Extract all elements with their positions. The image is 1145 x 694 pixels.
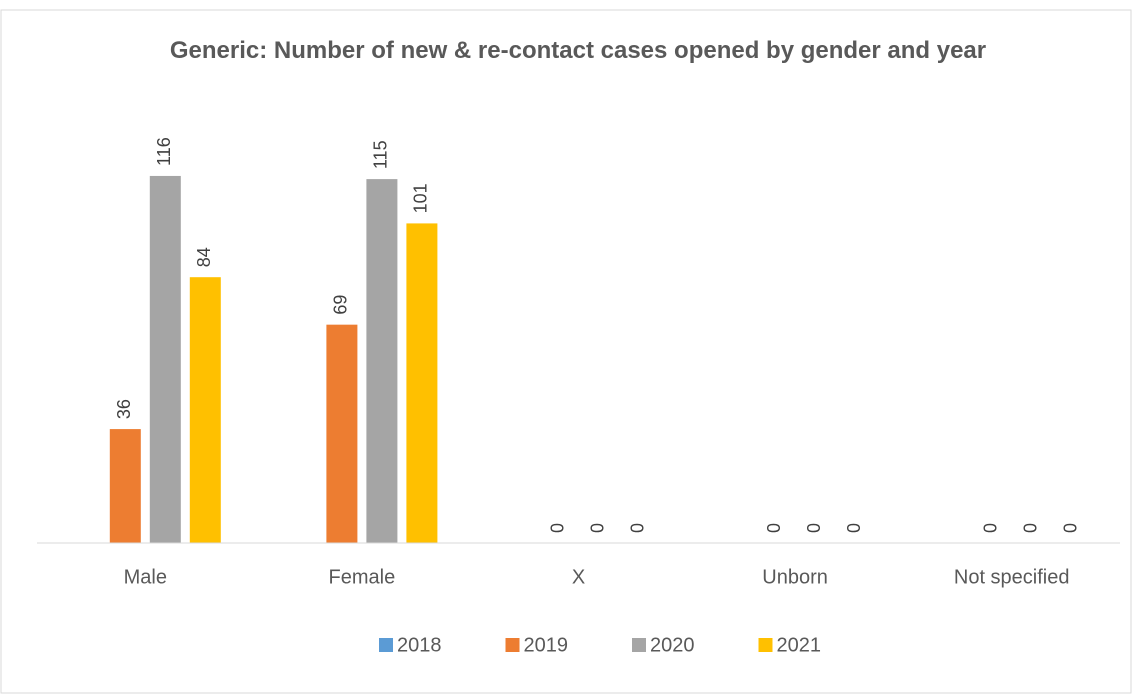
data-label: 0 (1020, 523, 1040, 533)
legend-swatch (632, 638, 646, 652)
x-tick-label: X (572, 566, 585, 588)
x-tick-label: Unborn (762, 566, 828, 588)
data-label: 116 (154, 137, 174, 166)
data-label: 0 (1060, 523, 1080, 533)
legend-label: 2018 (397, 634, 442, 656)
legend-label: 2020 (650, 634, 695, 656)
data-label: 101 (411, 183, 431, 213)
data-label: 36 (114, 399, 134, 419)
data-label: 115 (371, 140, 391, 169)
x-tick-label: Female (329, 566, 396, 588)
data-label: 0 (547, 523, 567, 533)
bar (406, 223, 438, 543)
bar (326, 324, 358, 543)
legend-label: 2019 (524, 634, 569, 656)
chart-title: Generic: Number of new & re-contact case… (169, 37, 987, 64)
data-label: 0 (980, 523, 1000, 533)
legend-swatch (758, 638, 773, 652)
data-label: 84 (194, 247, 214, 267)
data-label: 0 (587, 523, 607, 533)
legend-swatch (505, 638, 520, 652)
x-tick-label: Male (124, 566, 167, 588)
legend-swatch (379, 638, 393, 652)
data-label: 69 (331, 295, 351, 315)
x-tick-label: Not specified (954, 566, 1070, 588)
data-label: 0 (804, 523, 824, 533)
data-label: 0 (764, 523, 784, 533)
bar (109, 429, 141, 543)
bar (149, 175, 181, 543)
data-label: 0 (627, 523, 647, 533)
bar (189, 277, 221, 543)
data-label: 0 (844, 523, 864, 533)
legend-label: 2021 (777, 634, 822, 656)
bar (366, 179, 398, 543)
chart-border (0, 9, 1132, 694)
